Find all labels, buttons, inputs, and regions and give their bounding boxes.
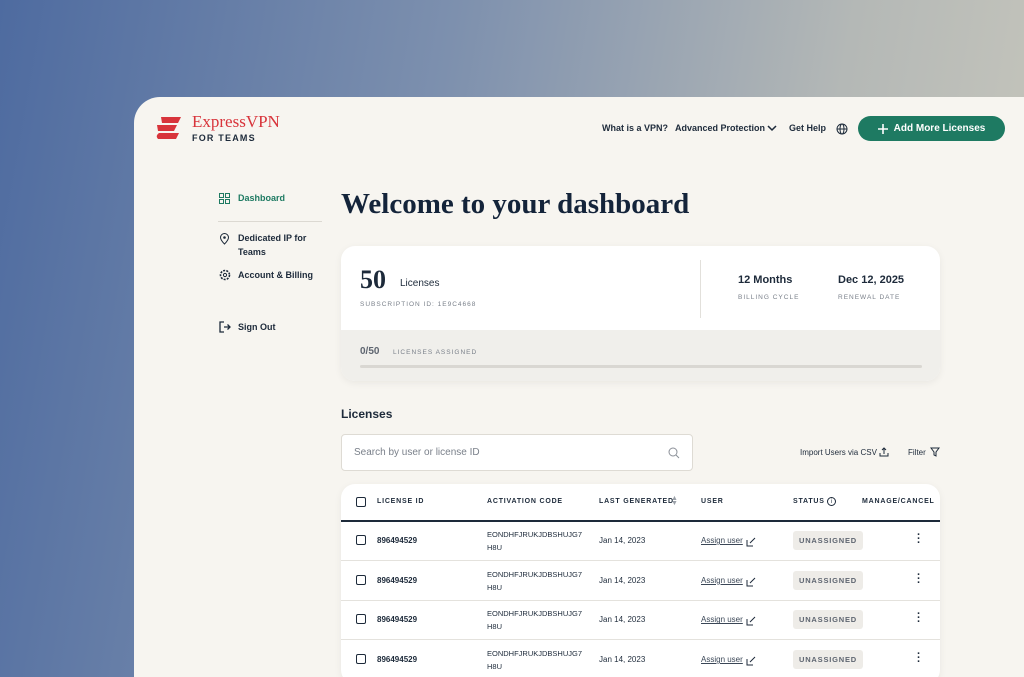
activation-code: EONDHFJRUKJDBSHUJG7H8U xyxy=(487,649,583,672)
license-count-label: Licenses xyxy=(400,278,440,289)
assign-user[interactable]: Assign user xyxy=(701,615,743,625)
license-count: 50 xyxy=(360,265,386,294)
plus-icon xyxy=(877,123,888,134)
pencil xyxy=(746,617,756,626)
row-menu[interactable]: · · · xyxy=(917,568,921,589)
column-header: STATUS xyxy=(793,498,825,505)
globe-icon[interactable] xyxy=(836,123,848,135)
summary-card: 50 Licenses SUBSCRIPTION ID: 1E9C4668 12… xyxy=(341,246,940,381)
column-header: LAST GENERATED xyxy=(599,498,674,505)
status-pill: UNASSIGNED xyxy=(793,570,864,590)
activation-code: EONDHFJRUKJDBSHUJG7H8U xyxy=(487,569,583,592)
search-placeholder: Search by user or license ID xyxy=(354,447,480,458)
license-id: 896494529 xyxy=(377,536,418,545)
column-header: MANAGE/CANCEL xyxy=(862,498,935,505)
nav-link[interactable]: What is a VPN? xyxy=(602,123,669,133)
row-rule xyxy=(341,599,940,601)
sort-icon: ▲ ▼ xyxy=(671,495,678,507)
pencil xyxy=(746,537,756,547)
row-menu[interactable]: · · · xyxy=(917,529,921,549)
last-generated: Jan 14, 2023 xyxy=(599,655,646,665)
signout-icon xyxy=(219,321,231,333)
row-checkbox[interactable] xyxy=(356,614,366,625)
last-generated: Jan 14, 2023 xyxy=(599,536,646,545)
divider xyxy=(218,221,322,222)
edit-icon xyxy=(746,574,756,592)
subscription-id: SUBSCRIPTION ID: 1E9C4668 xyxy=(360,301,477,308)
billing-label: BILLING CYCLE xyxy=(738,294,800,301)
activation-code: EONDHFJRUKJDBSHUJG7H8U xyxy=(487,530,583,552)
filter-icon xyxy=(930,447,940,457)
assign-user[interactable]: Assign user xyxy=(701,536,743,545)
header-checkbox[interactable] xyxy=(356,497,366,507)
section-heading: Licenses xyxy=(341,407,393,421)
logo-brand: ExpressVPN xyxy=(192,112,280,131)
pencil xyxy=(746,656,756,666)
status-pill: UNASSIGNED xyxy=(793,650,864,670)
chevron xyxy=(767,125,777,132)
header-rule xyxy=(341,520,940,522)
column-header: USER xyxy=(701,498,724,505)
search-box[interactable]: Search by user or license ID xyxy=(341,434,693,471)
pencil xyxy=(746,577,756,587)
sidebar-item[interactable]: Account & Billing xyxy=(238,270,313,280)
progress-track xyxy=(360,365,922,368)
status-pill: UNASSIGNED xyxy=(793,610,864,630)
sidebar-item[interactable]: Dashboard xyxy=(238,193,286,203)
info-icon: i xyxy=(827,497,836,506)
last-generated: Jan 14, 2023 xyxy=(599,575,646,585)
upload-icon xyxy=(879,447,889,457)
assign-user[interactable]: Assign user xyxy=(701,575,743,585)
edit-icon xyxy=(746,534,756,552)
row-menu[interactable]: · · · xyxy=(917,608,921,629)
logo-sub: FOR TEAMS xyxy=(192,133,256,143)
license-id: 896494529 xyxy=(377,655,418,665)
nav-link[interactable]: Get Help xyxy=(789,123,827,133)
row-checkbox[interactable] xyxy=(356,574,366,585)
nav-link[interactable]: Advanced Protection xyxy=(675,123,766,133)
last-generated: Jan 14, 2023 xyxy=(599,615,646,625)
billing-value: 12 Months xyxy=(738,274,793,286)
activation-code: EONDHFJRUKJDBSHUJG7H8U xyxy=(487,609,583,632)
assigned-value: 0/50 xyxy=(360,346,380,357)
column-header: LICENSE ID xyxy=(377,498,425,505)
renewal-label: RENEWAL DATE xyxy=(838,294,901,301)
gear-icon xyxy=(219,269,231,281)
row-rule xyxy=(341,560,940,561)
filter[interactable]: Filter xyxy=(908,448,926,457)
search-icon xyxy=(668,447,680,459)
edit-icon xyxy=(746,613,756,631)
button-label: Add More Licenses xyxy=(893,123,986,134)
assigned-label: LICENSES ASSIGNED xyxy=(393,349,478,356)
license-id: 896494529 xyxy=(377,615,418,625)
pin-icon xyxy=(219,233,230,245)
row-checkbox[interactable] xyxy=(356,654,366,665)
edit-icon xyxy=(746,653,756,671)
status-pill: UNASSIGNED xyxy=(793,531,864,550)
dashboard-icon xyxy=(219,193,230,204)
page-title: Welcome to your dashboard xyxy=(341,188,690,220)
sign-out[interactable]: Sign Out xyxy=(238,322,276,332)
row-rule xyxy=(341,639,940,641)
import-csv[interactable]: Import Users via CSV xyxy=(800,448,877,457)
sidebar-item[interactable]: Dedicated IP for Teams xyxy=(238,233,307,257)
renewal-value: Dec 12, 2025 xyxy=(838,274,905,286)
column-header: ACTIVATION CODE xyxy=(487,498,563,505)
licenses-table: LICENSE ID ACTIVATION CODE LAST GENERATED U… xyxy=(341,484,940,677)
assigned-section: 0/50 LICENSES ASSIGNED xyxy=(341,330,940,381)
assign-user[interactable]: Assign user xyxy=(701,655,743,665)
row-menu[interactable]: · · · xyxy=(917,648,921,669)
logo-icon xyxy=(156,117,181,139)
license-id: 896494529 xyxy=(377,575,418,585)
row-checkbox[interactable] xyxy=(356,535,366,545)
divider xyxy=(700,260,701,318)
add-licenses-button[interactable]: Add More Licenses xyxy=(858,116,1005,141)
